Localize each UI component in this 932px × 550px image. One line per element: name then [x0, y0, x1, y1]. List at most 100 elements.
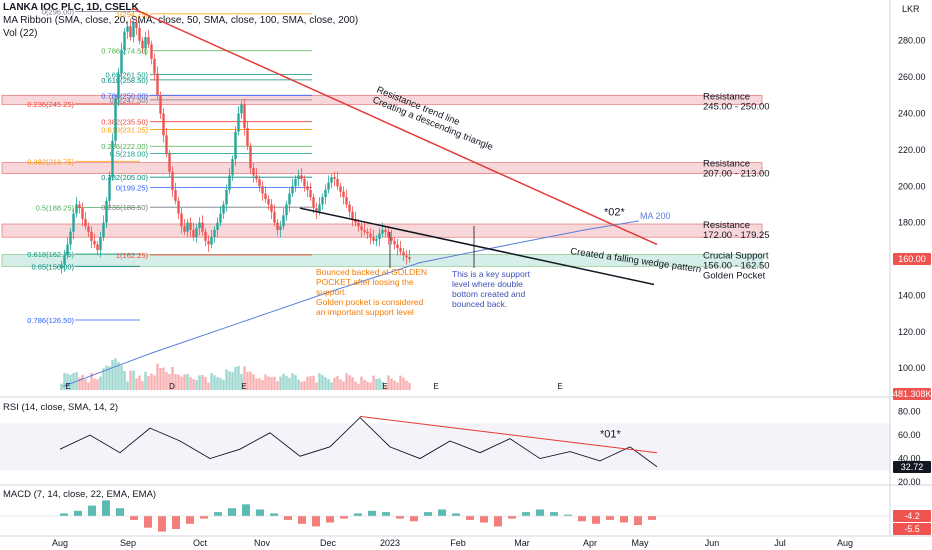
x-tick-label: 2023	[380, 538, 400, 548]
candle-body	[111, 140, 114, 178]
candle-body	[381, 229, 384, 234]
macd-bar	[578, 516, 586, 522]
price-tick-label: 200.00	[898, 181, 926, 191]
chart-title: LANKA IOC PLC, 1D, CSELK	[3, 2, 139, 13]
macd-bar	[284, 516, 292, 520]
candle-body	[147, 37, 150, 45]
volume-bar	[186, 374, 189, 390]
candle-body	[138, 28, 141, 41]
volume-bar	[126, 381, 129, 390]
volume-bar	[90, 373, 93, 390]
macd-bar	[228, 508, 236, 516]
rsi-tick-label: 80.00	[898, 407, 921, 417]
candle-body	[189, 222, 192, 230]
rsi-pane-label[interactable]: RSI (14, close, SMA, 14, 2)	[3, 402, 119, 413]
macd-bar	[466, 516, 474, 520]
event-marker: E	[241, 382, 246, 391]
zone-range: 245.00 - 250.00	[703, 101, 770, 112]
grid	[0, 0, 932, 537]
candle-body	[318, 204, 321, 212]
candle-body	[351, 211, 354, 220]
fib-label-right: 0(199.25)	[116, 184, 149, 193]
candle-body	[198, 222, 201, 229]
candle-body	[291, 186, 294, 194]
macd-pane-label[interactable]: MACD (7, 14, close, 22, EMA, EMA)	[3, 489, 157, 500]
macd-bar	[564, 514, 572, 516]
volume-bar	[180, 376, 183, 390]
candle-body	[207, 240, 210, 245]
volume-bar	[204, 377, 207, 390]
candle-body	[222, 204, 225, 214]
volume-bar	[384, 384, 387, 390]
macd-bar	[550, 512, 558, 516]
volume-bar	[408, 382, 411, 390]
x-tick-label: Apr	[583, 538, 597, 548]
candle-body	[78, 204, 81, 209]
candle-body	[84, 219, 87, 227]
volume-bar	[174, 373, 177, 390]
volume-bar	[333, 377, 336, 390]
volume-bar	[237, 366, 240, 390]
macd-bar	[606, 516, 614, 520]
candle-body	[270, 204, 273, 212]
macd-bar	[130, 516, 138, 520]
macd-bar	[242, 504, 250, 516]
macd-bar	[116, 508, 124, 516]
candle-body	[363, 229, 366, 232]
volume-label[interactable]: Vol (22)	[3, 28, 38, 39]
candle-body	[408, 257, 411, 260]
volume-bar	[267, 376, 270, 390]
ma-ribbon-label[interactable]: MA Ribbon (SMA, close, 20, SMA, close, 5…	[3, 15, 359, 26]
candle-body	[99, 237, 102, 250]
candle-body	[225, 189, 228, 205]
candle-body	[174, 189, 177, 201]
candle-body	[231, 158, 234, 176]
candle-body	[108, 177, 111, 201]
candle-body	[123, 31, 126, 50]
volume-bar	[216, 377, 219, 390]
volume-bar	[135, 378, 138, 390]
volume-bar	[228, 371, 231, 390]
macd-bar	[438, 509, 446, 516]
bounce-note: Bounced backed at GOLDEN	[316, 267, 427, 277]
macd-bar	[298, 516, 306, 524]
candle-body	[213, 229, 216, 238]
volume-bar	[381, 381, 384, 390]
candle-body	[387, 231, 390, 238]
volume-bar	[306, 376, 309, 390]
volume-bar	[225, 369, 228, 390]
fib-label-right: 0.786(250.00)	[101, 91, 148, 100]
macd-bar	[522, 512, 530, 516]
volume-bar	[318, 373, 321, 390]
candle-body	[183, 226, 186, 232]
volume-bar	[366, 381, 369, 390]
volume-bar	[300, 381, 303, 390]
volume-bar	[198, 375, 201, 390]
fib-label-left: 0.618(162.75)	[27, 250, 74, 259]
volume-bar	[294, 375, 297, 390]
x-tick-label: Sep	[120, 538, 136, 548]
macd-bar	[186, 516, 194, 524]
fib-label-right: 0.382(205.00)	[101, 173, 148, 182]
candle-body	[177, 200, 180, 214]
macd-bar	[592, 516, 600, 524]
macd-bar	[60, 513, 68, 516]
price-tick-label: 180.00	[898, 218, 926, 228]
candle-body	[129, 26, 132, 38]
volume-bar	[171, 367, 174, 390]
volume-bar	[309, 376, 312, 390]
rsi-tick-label: 40.00	[898, 454, 921, 464]
candle-body	[252, 168, 255, 176]
candle-body	[63, 255, 66, 265]
macd-value-badge: -4.2	[893, 510, 931, 522]
candle-body	[234, 131, 237, 159]
fib-label-right: 0.5(218.00)	[110, 150, 149, 159]
candle-body	[66, 244, 69, 256]
volume-bar	[363, 379, 366, 390]
candle-body	[162, 113, 165, 136]
volume-bar	[255, 378, 258, 390]
volume-bar	[99, 376, 102, 390]
